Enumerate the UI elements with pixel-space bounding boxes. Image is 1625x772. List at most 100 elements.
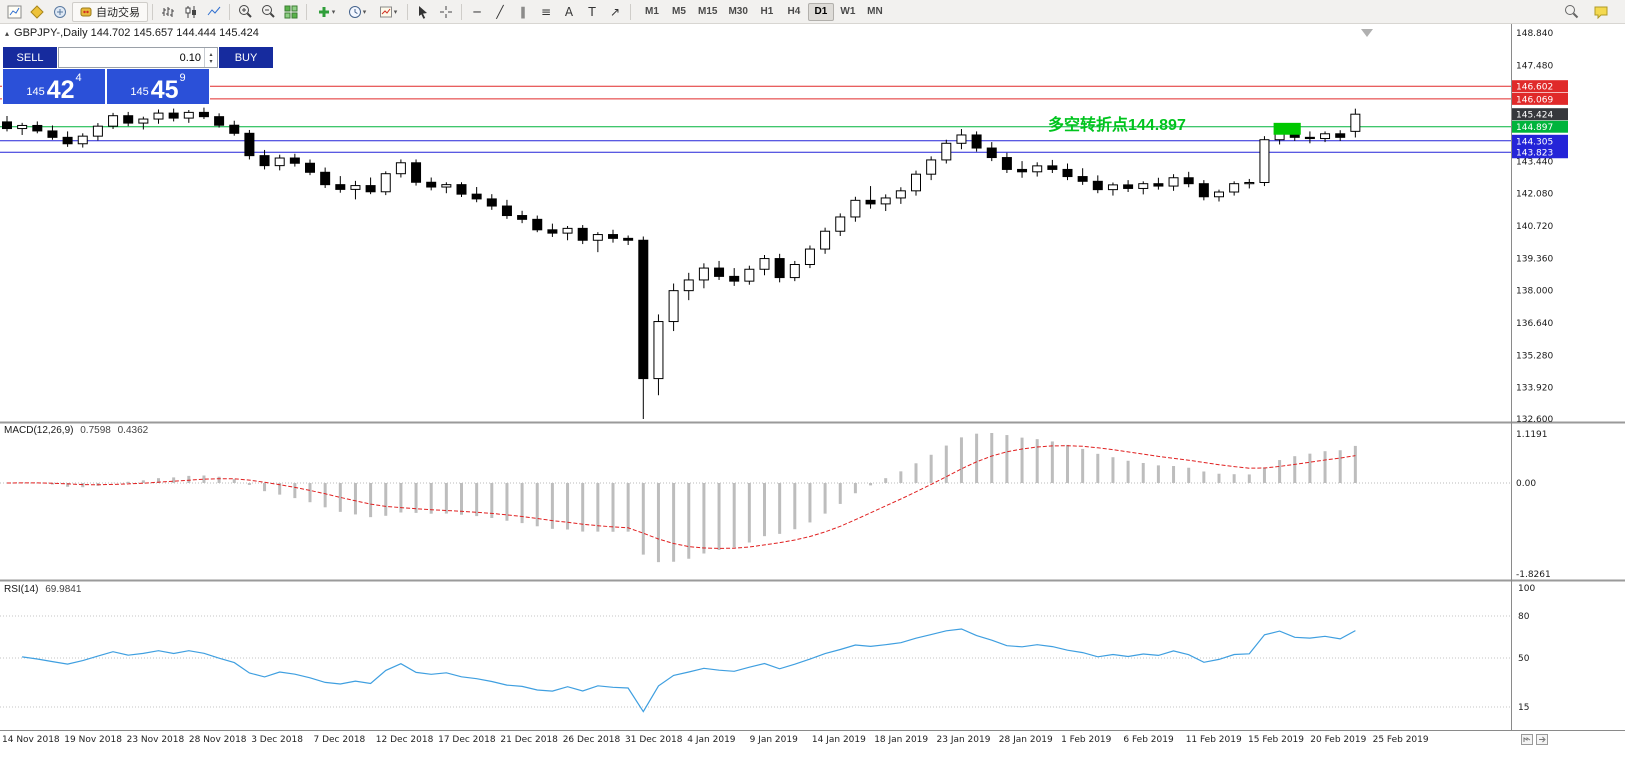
fibonacci-icon[interactable]: ≡ [540, 4, 552, 19]
price-axis: 148.840 147.480 143.440 142.080 140.720 139.3… [1512, 29, 1568, 425]
sell-price-point: 4 [75, 72, 82, 84]
scroll-end-icon[interactable] [1536, 732, 1548, 750]
tile-windows-icon[interactable] [280, 2, 302, 22]
buy-price-pips: 45 [150, 76, 179, 104]
svg-text:23 Jan 2019: 23 Jan 2019 [937, 735, 991, 745]
crosshair-icon[interactable] [435, 2, 457, 22]
svg-text:14 Nov 2018: 14 Nov 2018 [2, 735, 60, 745]
buy-price-point: 9 [179, 72, 186, 84]
autotrading-label: 自动交易 [96, 6, 140, 19]
svg-text:143.823: 143.823 [1516, 149, 1553, 159]
zoom-in-icon[interactable] [234, 2, 256, 22]
timeframe-button-m30[interactable]: M30 [728, 6, 748, 17]
macd-pane[interactable]: 1.1191 0.00 -1.8261 [0, 430, 1551, 580]
timeframe-button-m15[interactable]: M15 [698, 6, 718, 17]
highlight-box[interactable] [1273, 122, 1301, 135]
toolbar-separator [152, 3, 153, 20]
svg-text:144.897: 144.897 [1516, 123, 1553, 133]
sell-price-figure: 145 [26, 86, 45, 98]
svg-text:11 Feb 2019: 11 Feb 2019 [1186, 735, 1242, 745]
profiles-icon[interactable] [26, 2, 48, 22]
svg-text:31 Dec 2018: 31 Dec 2018 [625, 735, 683, 745]
trendline-icon[interactable]: ╱ [496, 4, 504, 19]
svg-text:15 Feb 2019: 15 Feb 2019 [1248, 735, 1304, 745]
svg-text:148.840: 148.840 [1516, 29, 1553, 39]
zoom-out-icon[interactable] [257, 2, 279, 22]
timeframe-button-m1[interactable]: M1 [645, 6, 659, 17]
templates-icon[interactable]: ▾ [373, 2, 403, 22]
timeframe-button-h4[interactable]: H4 [787, 6, 801, 17]
arrows-icon[interactable]: ↗ [609, 4, 621, 19]
toolbar-separator [407, 3, 408, 20]
new-chart-icon[interactable] [3, 2, 25, 22]
svg-text:1 Feb 2019: 1 Feb 2019 [1061, 735, 1112, 745]
sell-price-pips: 42 [46, 76, 75, 104]
equidistant-channel-icon[interactable]: ∥ [520, 4, 526, 19]
svg-text:19 Nov 2018: 19 Nov 2018 [64, 735, 122, 745]
toolbar-right-group [1560, 2, 1622, 22]
svg-text:100: 100 [1518, 584, 1535, 594]
svg-text:-1.8261: -1.8261 [1516, 570, 1551, 580]
time-axis: 14 Nov 2018 19 Nov 2018 23 Nov 2018 28 Nov … [2, 735, 1429, 745]
svg-text:28 Nov 2018: 28 Nov 2018 [189, 735, 247, 745]
volume-down-icon[interactable]: ▾ [209, 57, 213, 65]
timeframe-button-m5[interactable]: M5 [672, 6, 686, 17]
volume-control: ▴ ▾ [58, 47, 218, 68]
svg-text:142.080: 142.080 [1516, 190, 1553, 200]
buy-button[interactable]: BUY [219, 47, 273, 68]
svg-text:146.602: 146.602 [1516, 83, 1553, 93]
periods-icon[interactable]: ▾ [342, 2, 372, 22]
scroll-begin-icon[interactable] [1521, 732, 1533, 750]
chart-title: GBPJPY-,Daily 144.702 145.657 144.444 14… [14, 27, 259, 39]
svg-text:139.360: 139.360 [1516, 254, 1553, 264]
volume-input[interactable] [59, 48, 204, 67]
svg-text:6 Feb 2019: 6 Feb 2019 [1123, 735, 1174, 745]
candlestick-chart-icon[interactable] [180, 2, 202, 22]
svg-text:25 Feb 2019: 25 Feb 2019 [1373, 735, 1429, 745]
svg-text:0.00: 0.00 [1516, 479, 1536, 489]
timeframe-toolbar: M1 M5 M15 M30 H1 H4 D1 W1 MN [639, 2, 888, 21]
community-chat-icon[interactable] [1590, 2, 1612, 22]
bar-chart-icon[interactable] [157, 2, 179, 22]
sell-button[interactable]: SELL [3, 47, 57, 68]
search-icon[interactable] [1560, 2, 1582, 22]
chart-shift-marker[interactable] [1361, 29, 1373, 37]
timeframe-button-mn[interactable]: MN [867, 6, 883, 17]
svg-text:143.440: 143.440 [1516, 157, 1553, 167]
svg-text:144.305: 144.305 [1516, 137, 1553, 147]
sell-price-box[interactable]: 145 42 4 [3, 69, 105, 104]
svg-text:9 Jan 2019: 9 Jan 2019 [750, 735, 798, 745]
svg-text:80: 80 [1518, 612, 1530, 622]
autotrading-button[interactable]: 自动交易 [72, 1, 148, 22]
horizontal-level-lines[interactable] [0, 85, 1511, 153]
buy-price-box[interactable]: 145 45 9 [107, 69, 209, 104]
toolbar-separator [229, 3, 230, 20]
timeframe-button-d1[interactable]: D1 [807, 2, 834, 21]
horizontal-line-icon[interactable]: ─ [473, 4, 481, 19]
svg-text:17 Dec 2018: 17 Dec 2018 [438, 735, 496, 745]
svg-text:18 Jan 2019: 18 Jan 2019 [874, 735, 928, 745]
svg-text:26 Dec 2018: 26 Dec 2018 [563, 735, 621, 745]
svg-text:133.920: 133.920 [1516, 384, 1553, 394]
line-chart-icon[interactable] [203, 2, 225, 22]
indicators-icon[interactable]: ▾ [311, 2, 341, 22]
rsi-pane[interactable]: 100 80 50 15 [0, 584, 1535, 713]
pane-separators [0, 24, 1625, 731]
text-label-icon[interactable]: T [588, 4, 596, 19]
svg-text:1.1191: 1.1191 [1516, 430, 1548, 440]
svg-text:136.640: 136.640 [1516, 319, 1553, 329]
timeline-corner-icons [1521, 732, 1548, 750]
timeframe-button-w1[interactable]: W1 [840, 6, 856, 17]
volume-up-icon[interactable]: ▴ [209, 50, 213, 58]
candlestick-series[interactable] [2, 107, 1361, 419]
timeframe-button-h1[interactable]: H1 [760, 6, 774, 17]
text-icon[interactable]: A [564, 4, 574, 19]
svg-text:145.424: 145.424 [1516, 111, 1553, 121]
svg-text:12 Dec 2018: 12 Dec 2018 [376, 735, 434, 745]
cursor-icon[interactable] [412, 2, 434, 22]
svg-text:147.480: 147.480 [1516, 61, 1553, 71]
data-window-icon[interactable] [49, 2, 71, 22]
svg-text:28 Jan 2019: 28 Jan 2019 [999, 735, 1053, 745]
collapse-panel-icon[interactable]: ▴ [5, 28, 10, 38]
